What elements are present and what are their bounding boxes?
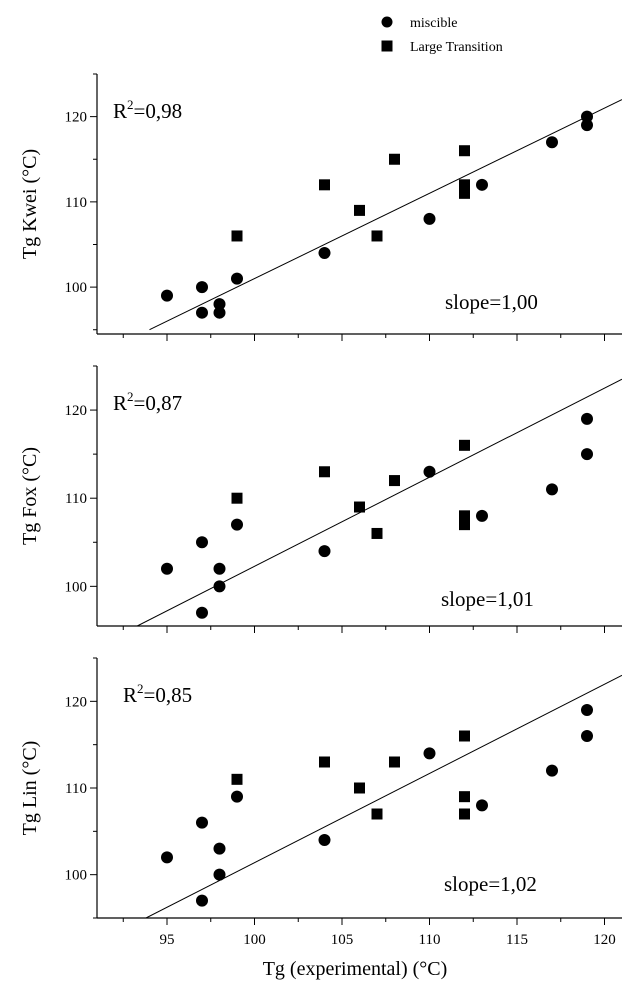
- point-miscible: [213, 868, 226, 881]
- point-miscible: [318, 545, 331, 558]
- point-miscible: [318, 247, 331, 260]
- point-large-transition: [389, 475, 400, 487]
- legend-label-miscible: miscible: [410, 16, 457, 31]
- point-miscible: [581, 110, 593, 123]
- legend-marker-large-transition: [381, 40, 393, 52]
- y-tick-label: 110: [65, 781, 87, 797]
- x-tick-label: 100: [243, 932, 266, 948]
- x-tick-label: 105: [331, 932, 354, 948]
- point-miscible: [231, 272, 243, 285]
- r-squared-label: R2=0,87: [113, 389, 182, 415]
- point-large-transition: [459, 187, 470, 199]
- y-axis-title: Tg Kwei (°C): [19, 149, 41, 259]
- point-miscible: [581, 412, 593, 425]
- point-large-transition: [319, 756, 330, 768]
- y-tick-label: 110: [65, 491, 87, 507]
- y-axis-title: Tg Lin (°C): [19, 741, 41, 836]
- y-axis-title: Tg Fox (°C): [19, 447, 41, 545]
- point-miscible: [161, 289, 173, 302]
- point-large-transition: [459, 510, 470, 522]
- panel-tg-fox: 100 110 120 Tg Fox (°C) R2=0,87 slope=1,01: [19, 365, 622, 633]
- point-miscible: [231, 518, 243, 531]
- point-large-transition: [371, 808, 383, 820]
- point-miscible: [161, 851, 173, 864]
- point-large-transition: [459, 730, 470, 742]
- point-miscible: [546, 764, 558, 777]
- point-miscible: [423, 747, 436, 760]
- point-miscible: [213, 842, 226, 855]
- point-large-transition: [319, 179, 330, 191]
- point-miscible: [476, 178, 488, 191]
- point-large-transition: [231, 230, 243, 242]
- point-large-transition: [459, 808, 470, 820]
- point-miscible: [196, 606, 208, 619]
- point-miscible: [476, 799, 488, 812]
- point-large-transition: [231, 773, 243, 785]
- point-miscible: [581, 704, 593, 716]
- point-large-transition: [459, 791, 470, 803]
- point-large-transition: [354, 501, 365, 513]
- x-tick-label: 120: [593, 932, 616, 948]
- point-miscible: [546, 136, 558, 149]
- panel-tg-kwei: 100 110 120 Tg Kwei (°C) R2=0,98 slope=1,00: [19, 73, 622, 341]
- point-large-transition: [389, 756, 400, 768]
- point-miscible: [196, 536, 208, 549]
- y-tick-label: 100: [65, 280, 88, 296]
- point-miscible: [546, 483, 558, 496]
- point-miscible: [231, 790, 243, 803]
- point-large-transition: [389, 153, 400, 165]
- point-miscible: [423, 465, 436, 478]
- legend-marker-miscible: [381, 16, 393, 28]
- point-miscible: [318, 834, 331, 846]
- slope-label: slope=1,00: [445, 290, 538, 314]
- r-squared-label: R2=0,98: [113, 97, 182, 123]
- point-miscible: [213, 562, 226, 575]
- slope-label: slope=1,02: [444, 872, 537, 896]
- x-axis-title: Tg (experimental) (°C): [263, 958, 448, 980]
- point-miscible: [581, 448, 593, 461]
- point-miscible: [476, 509, 488, 522]
- point-large-transition: [354, 782, 365, 794]
- point-large-transition: [459, 179, 470, 191]
- point-large-transition: [459, 519, 470, 531]
- point-large-transition: [459, 145, 470, 157]
- point-miscible: [213, 306, 226, 319]
- y-tick-label: 120: [65, 403, 88, 419]
- point-miscible: [196, 816, 208, 829]
- point-large-transition: [319, 466, 330, 478]
- y-tick-label: 120: [65, 694, 88, 710]
- point-miscible: [196, 306, 208, 319]
- point-miscible: [161, 562, 173, 575]
- point-miscible: [213, 298, 226, 311]
- x-tick-label: 95: [160, 932, 175, 948]
- y-tick-label: 100: [65, 868, 88, 884]
- x-tick-label: 115: [506, 932, 528, 948]
- y-tick-label: 120: [65, 110, 88, 126]
- y-tick-label: 100: [65, 579, 88, 595]
- fit-line: [137, 378, 622, 626]
- legend-label-large-transition: Large Transition: [410, 40, 503, 55]
- point-large-transition: [459, 439, 470, 451]
- point-miscible: [196, 281, 208, 294]
- point-miscible: [581, 119, 593, 132]
- point-large-transition: [371, 527, 383, 539]
- fit-line: [149, 99, 622, 331]
- panel-tg-lin: 100 110 120 Tg Lin (°C) R2=0,85 slope=1,02 95 1…: [19, 657, 622, 948]
- y-tick-label: 110: [65, 195, 87, 211]
- fit-line: [145, 674, 622, 918]
- point-miscible: [196, 894, 208, 907]
- legend: miscible Large Transition: [381, 16, 503, 55]
- point-large-transition: [231, 492, 243, 504]
- point-large-transition: [371, 230, 383, 242]
- point-miscible: [423, 212, 436, 225]
- point-miscible: [581, 730, 593, 742]
- r-squared-label: R2=0,85: [123, 681, 192, 707]
- point-miscible: [213, 580, 226, 593]
- slope-label: slope=1,01: [441, 587, 534, 611]
- x-tick-label: 110: [419, 932, 441, 948]
- point-large-transition: [354, 204, 365, 216]
